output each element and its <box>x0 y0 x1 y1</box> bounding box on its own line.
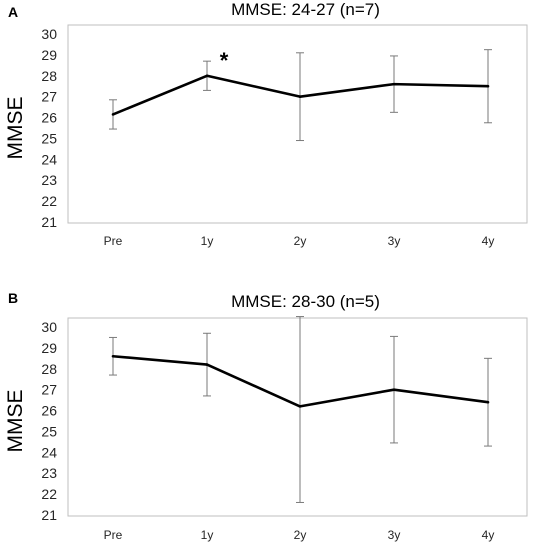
y-tick-label: 28 <box>41 361 57 377</box>
x-tick-label: 4y <box>482 234 495 248</box>
y-tick-label: 26 <box>41 110 57 126</box>
panel-b: B MMSE: 28-30 (n=5) MMSE 21 22 23 24 25 26 27 28 29… <box>4 290 528 542</box>
y-tick-label: 30 <box>41 26 57 42</box>
x-tick-label: 1y <box>201 528 214 542</box>
y-axis-label: MMSE <box>4 390 27 453</box>
y-tick-label: 23 <box>41 465 57 481</box>
y-tick-label: 27 <box>41 382 57 398</box>
panel-label: A <box>8 4 18 20</box>
data-point <box>205 74 209 78</box>
data-point <box>392 388 396 391</box>
y-axis-label: MMSE <box>4 97 27 160</box>
y-tick-label: 28 <box>41 68 57 84</box>
data-point <box>298 95 302 98</box>
chart-title: MMSE: 28-30 (n=5) <box>231 292 380 311</box>
y-tick-label: 29 <box>41 340 57 356</box>
y-tick-label: 27 <box>41 89 57 105</box>
plot-frame <box>67 317 528 517</box>
significance-marker: * <box>220 48 229 73</box>
data-point <box>298 405 302 408</box>
x-tick-label: 4y <box>482 528 495 542</box>
plot-frame <box>67 24 528 224</box>
x-tick-label: 2y <box>294 528 307 542</box>
y-tick-label: 23 <box>41 172 57 188</box>
y-tick-label: 22 <box>41 486 57 502</box>
data-point <box>111 113 115 116</box>
panel-label: B <box>8 290 18 306</box>
chart-title: MMSE: 24-27 (n=7) <box>231 0 380 19</box>
y-tick-label: 21 <box>41 507 57 523</box>
x-tick-label: Pre <box>104 234 123 248</box>
data-point <box>111 354 115 358</box>
data-point <box>205 363 209 366</box>
y-tick-label: 26 <box>41 403 57 419</box>
error-bar <box>296 316 304 503</box>
x-tick-label: 3y <box>388 234 401 248</box>
y-tick-label: 30 <box>41 319 57 335</box>
y-tick-label: 21 <box>41 214 57 230</box>
y-tick-label: 24 <box>41 444 57 460</box>
data-point <box>486 400 490 404</box>
x-tick-label: Pre <box>104 528 123 542</box>
y-tick-label: 25 <box>41 130 57 146</box>
data-point <box>486 84 490 88</box>
x-tick-label: 1y <box>201 234 214 248</box>
x-tick-label: 3y <box>388 528 401 542</box>
x-tick-label: 2y <box>294 234 307 248</box>
y-tick-label: 25 <box>41 423 57 439</box>
y-tick-label: 24 <box>41 151 57 167</box>
data-point <box>392 82 396 86</box>
y-tick-label: 29 <box>41 47 57 63</box>
panel-a: A MMSE: 24-27 (n=7) MMSE 21 22 23 24 25 26 27 28 29… <box>4 0 528 248</box>
y-tick-label: 22 <box>41 193 57 209</box>
